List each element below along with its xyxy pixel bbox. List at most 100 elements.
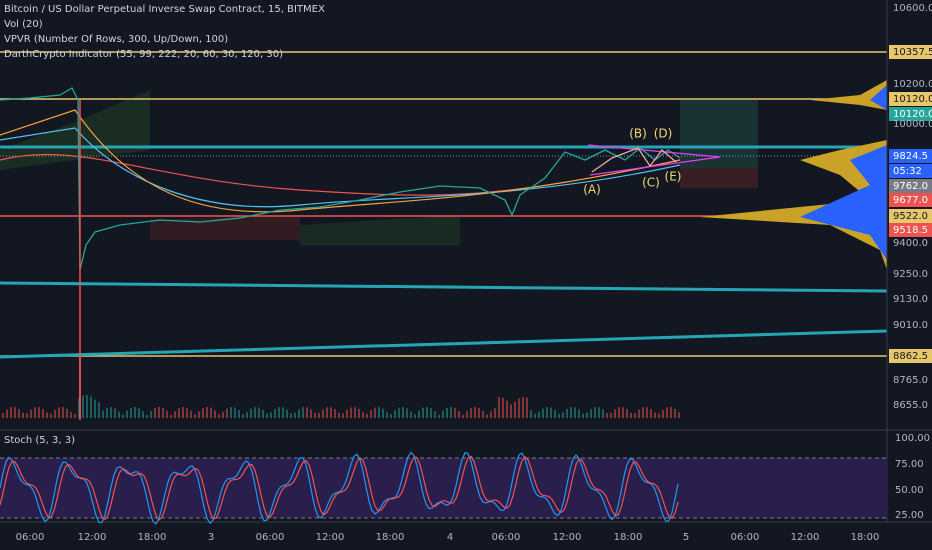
volume-bar	[470, 408, 472, 418]
volume-bar	[594, 407, 596, 418]
volume-bar	[106, 407, 108, 418]
volume-bar	[86, 395, 88, 418]
volume-bar	[514, 401, 516, 418]
volume-bar	[450, 407, 452, 418]
price-badge	[889, 45, 932, 59]
volume-bars	[2, 355, 680, 418]
volume-bar	[238, 410, 240, 418]
ma-line	[0, 127, 681, 208]
indicator-label: VPVR (Number Of Rows, 300, Up/Down, 100)	[4, 34, 228, 45]
volume-bar	[494, 408, 496, 418]
price-label: 9250.0	[893, 269, 928, 280]
price-label: 10000.0	[893, 119, 932, 130]
volume-bar	[510, 404, 512, 418]
volume-bar	[62, 407, 64, 418]
volume-bar	[662, 409, 664, 418]
price-badge	[889, 349, 932, 363]
volume-bar	[606, 413, 608, 418]
time-label: 18:00	[851, 532, 880, 543]
cloud	[300, 215, 460, 245]
volume-bar	[318, 413, 320, 418]
volume-bar	[354, 407, 356, 418]
stoch-axis-label: 25.00	[895, 510, 924, 521]
volume-bar	[278, 407, 280, 418]
price-label: 10120.0	[893, 109, 932, 120]
volume-bar	[122, 414, 124, 418]
volume-bar	[270, 412, 272, 418]
volume-bar	[178, 408, 180, 418]
volume-bar	[338, 412, 340, 418]
price-label: 10357.5	[893, 47, 932, 58]
volume-bar	[358, 408, 360, 418]
volume-bar	[438, 414, 440, 418]
volume-bar	[478, 407, 480, 418]
indicator-label: Vol (20)	[4, 19, 43, 30]
volume-bar	[138, 408, 140, 418]
stoch-axis-label: 50.00	[895, 485, 924, 496]
volume-bar	[206, 407, 208, 418]
volume-bar	[482, 410, 484, 418]
volume-bar	[362, 412, 364, 418]
volume-bar	[502, 397, 504, 418]
volume-bar	[582, 413, 584, 418]
time-label: 3	[208, 532, 214, 543]
volume-bar	[374, 407, 376, 418]
price-label: 8862.5	[893, 351, 928, 362]
price-label: 8765.0	[893, 375, 928, 386]
volume-bar	[194, 414, 196, 418]
volume-bar	[230, 407, 232, 418]
volume-bar	[290, 413, 292, 418]
volume-bar	[6, 409, 8, 418]
volume-bar	[554, 409, 556, 418]
volume-bar	[366, 413, 368, 418]
volume-bar	[394, 410, 396, 418]
price-badge	[889, 179, 932, 193]
volume-bar	[306, 407, 308, 418]
time-label: 12:00	[553, 532, 582, 543]
volume-bar	[610, 412, 612, 418]
time-label: 18:00	[614, 532, 643, 543]
volume-bar	[322, 409, 324, 418]
volume-bar	[174, 411, 176, 418]
volume-bar	[2, 412, 4, 418]
trend-line	[0, 329, 888, 359]
volume-bar	[274, 409, 276, 418]
volume-bar	[234, 407, 236, 418]
volume-bar	[350, 407, 352, 418]
price-badge	[889, 107, 932, 121]
volume-bar	[158, 407, 160, 418]
volume-bar	[530, 410, 532, 418]
volume-bar	[486, 414, 488, 418]
volume-bar	[678, 412, 680, 418]
volume-bar	[498, 397, 500, 418]
volume-bar	[462, 414, 464, 418]
trend-line	[0, 281, 888, 293]
volume-bar	[118, 411, 120, 418]
volume-bar	[646, 407, 648, 418]
time-label: 06:00	[256, 532, 285, 543]
volume-bar	[218, 414, 220, 418]
wave-label: (E)	[665, 170, 682, 184]
time-label: 06:00	[16, 532, 45, 543]
volume-bar	[458, 411, 460, 418]
volume-bar	[614, 409, 616, 418]
volume-bar	[298, 409, 300, 418]
volume-bar	[258, 407, 260, 418]
volume-bar	[434, 411, 436, 418]
volume-bar	[590, 409, 592, 418]
volume-bar	[674, 408, 676, 418]
stop-zone	[680, 168, 758, 188]
time-label: 06:00	[731, 532, 760, 543]
volume-bar	[370, 409, 372, 418]
volume-bar	[46, 412, 48, 418]
stoch-title: Stoch (5, 3, 3)	[4, 435, 75, 446]
volume-bar	[566, 408, 568, 418]
volume-bar	[310, 409, 312, 418]
volume-bar	[534, 414, 536, 418]
volume-bar	[74, 413, 76, 418]
wave-label: (C)	[642, 176, 660, 190]
price-label: 9518.5	[893, 225, 928, 236]
ma-line	[0, 109, 681, 213]
volume-bar	[578, 409, 580, 418]
